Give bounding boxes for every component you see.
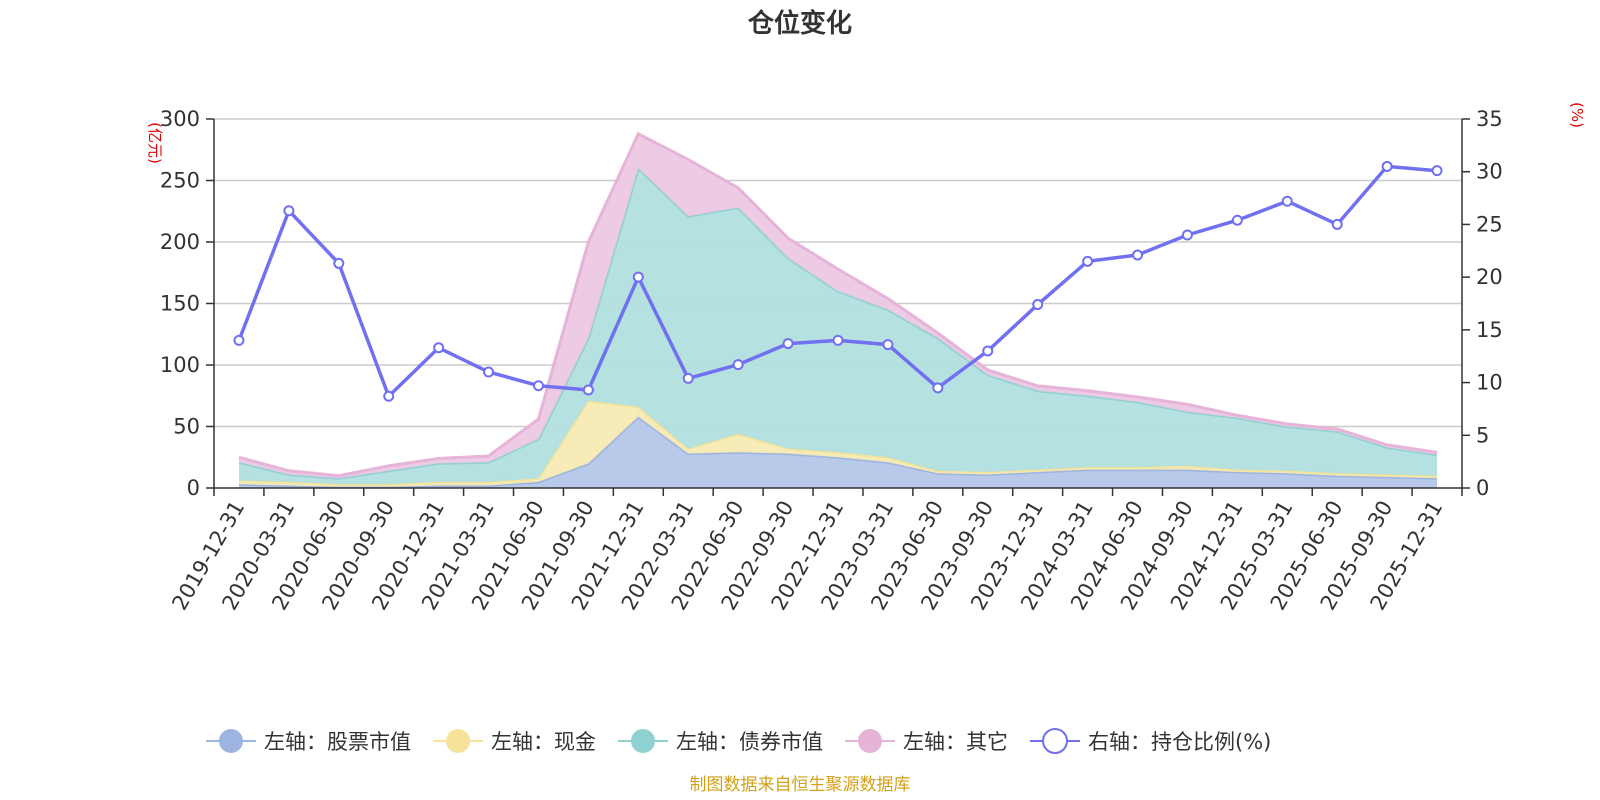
right-axis-tick-label: 35 [1476,107,1503,131]
right-axis-unit: (%) [1568,102,1586,128]
left-axis-tick-label: 250 [160,169,200,193]
legend-item[interactable]: 左轴：股票市值 [206,729,411,754]
legend-label: 左轴：债券市值 [676,730,823,754]
legend-label: 左轴：其它 [903,730,1008,754]
ratio-point [732,359,744,371]
right-axis-tick-label: 30 [1476,160,1503,184]
left-axis-tick-label: 300 [160,107,200,131]
left-axis-tick-label: 100 [160,353,200,377]
right-axis-tick-label: 0 [1476,476,1489,500]
ratio-point [433,342,445,354]
ratio-point [832,334,844,346]
ratio-point [1231,214,1243,226]
area-top-line [238,131,1438,478]
legend-marker [631,729,655,753]
legend-label: 左轴：股票市值 [264,730,411,754]
chart-title: 仓位变化 [747,8,852,39]
left-axis-tick-label: 150 [160,292,200,316]
right-axis-tick-label: 5 [1476,423,1489,447]
ratio-point [333,257,345,269]
ratio-point [1281,195,1293,207]
ratio-point [233,334,245,346]
stacked-areas [238,131,1438,489]
left-axis-unit: (亿元) [146,122,164,164]
ratio-point [1032,299,1044,311]
ratio-point [1082,255,1094,267]
legend-label: 右轴：持仓比例(%) [1088,730,1271,754]
right-axis-tick-label: 15 [1476,318,1503,342]
legend-item[interactable]: 左轴：其它 [845,729,1008,754]
ratio-point [1181,229,1193,241]
ratio-point [1431,165,1443,177]
legend-marker [858,729,882,753]
ratio-point [982,345,994,357]
legend-label: 左轴：现金 [491,730,596,754]
left-axis-tick-label: 200 [160,230,200,254]
ratio-point [932,382,944,394]
right-axis-tick-label: 20 [1476,265,1503,289]
ratio-point [882,339,894,351]
ratio-point [682,372,694,384]
legend-marker [219,729,243,753]
ratio-point [582,384,594,396]
area-band [239,168,1437,485]
data-source-note: 制图数据来自恒生聚源数据库 [690,775,911,795]
ratio-point [483,366,495,378]
ratio-point [383,390,395,402]
ratio-point [782,338,794,350]
legend-item[interactable]: 右轴：持仓比例(%) [1030,728,1271,754]
legend-marker [446,729,470,753]
right-axis-tick-label: 10 [1476,371,1503,395]
legend-item[interactable]: 左轴：债券市值 [618,729,823,754]
ratio-point [1331,218,1343,230]
ratio-point [532,380,544,392]
ratio-point [1132,249,1144,261]
ratio-point [283,205,295,217]
left-axis-tick-label: 0 [187,476,200,500]
ratio-point [1381,160,1393,172]
legend[interactable]: 左轴：股票市值 左轴：现金 左轴：债券市值 左轴：其它 右轴：持仓比例(%) [206,728,1271,754]
right-axis-tick-label: 25 [1476,212,1503,236]
legend-marker [1042,728,1068,754]
legend-item[interactable]: 左轴：现金 [433,729,596,754]
ratio-point [632,271,644,283]
ratio-line [233,160,1443,402]
left-axis-tick-label: 50 [173,415,200,439]
